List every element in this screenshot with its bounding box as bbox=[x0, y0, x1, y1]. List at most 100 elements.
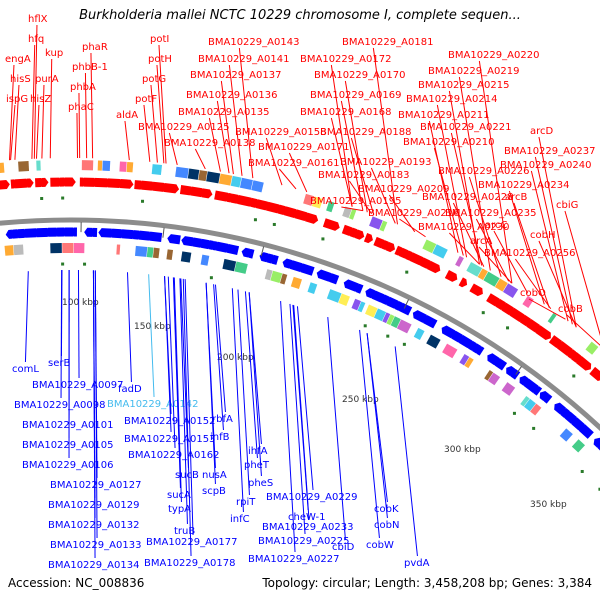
forward-gene-label: BMA10229_A0240 bbox=[500, 160, 591, 171]
reverse-gene-label: cheW-1 bbox=[288, 512, 325, 523]
reverse-gene-label: cbiD bbox=[332, 542, 355, 553]
scale-tick-label: 100 kbp bbox=[62, 298, 99, 308]
forward-gene-label: potG bbox=[142, 74, 166, 85]
cog-feature bbox=[442, 343, 458, 359]
reverse-label-leader bbox=[60, 270, 63, 399]
forward-gene-label: BMA10229_A0168 bbox=[300, 107, 391, 118]
forward-gene-label: BMA10229_A0256 bbox=[484, 248, 575, 259]
forward-label-leader bbox=[475, 218, 510, 282]
forward-label-leader bbox=[35, 104, 40, 159]
reverse-gene bbox=[564, 411, 577, 424]
cog-feature bbox=[413, 327, 425, 341]
reverse-gene-label: BMA10229_A0098 bbox=[14, 400, 105, 411]
cog-feature bbox=[547, 313, 557, 324]
forward-label-leader bbox=[538, 136, 577, 328]
rna-feature bbox=[61, 262, 65, 266]
forward-gene-label: cbiG bbox=[556, 200, 578, 211]
cog-feature bbox=[36, 160, 41, 171]
reverse-gene-label: BMA10229_A0127 bbox=[50, 480, 141, 491]
forward-gene-label: phaC bbox=[68, 102, 94, 113]
forward-label-leader bbox=[493, 230, 529, 294]
forward-gene bbox=[14, 178, 30, 189]
forward-label-leader bbox=[41, 84, 45, 159]
forward-label-leader bbox=[538, 240, 577, 328]
forward-label-leader bbox=[14, 84, 20, 160]
reverse-gene bbox=[214, 241, 229, 253]
forward-gene bbox=[64, 177, 76, 187]
forward-label-leader bbox=[388, 194, 416, 233]
rna-feature bbox=[321, 237, 325, 241]
forward-gene-label: hfq bbox=[28, 34, 44, 45]
rna-feature bbox=[598, 487, 600, 491]
reverse-gene bbox=[269, 254, 279, 265]
reverse-gene-label: BMA10229_A0152 bbox=[124, 416, 215, 427]
reverse-gene bbox=[471, 343, 482, 354]
forward-gene-label: BMA10229_A0226 bbox=[438, 166, 529, 177]
rna-feature bbox=[512, 411, 516, 415]
cog-feature bbox=[530, 403, 542, 416]
scale-tick bbox=[260, 246, 265, 257]
reverse-gene-label: BMA10229_A0162 bbox=[128, 450, 219, 461]
cog-feature bbox=[559, 428, 573, 442]
cog-feature bbox=[382, 312, 391, 324]
rna-feature bbox=[481, 311, 485, 315]
reverse-gene-label: comL bbox=[12, 364, 39, 375]
cog-feature bbox=[50, 243, 62, 254]
rna-feature bbox=[506, 326, 510, 330]
cog-feature bbox=[326, 289, 342, 303]
forward-gene-labels: hflX hfq engA hisS ispG hisZ purA kup phaR phbB-1… bbox=[5, 14, 600, 346]
forward-gene-label: BMA10229_A0181 bbox=[342, 37, 433, 48]
forward-gene bbox=[119, 179, 134, 189]
forward-label-leader bbox=[350, 137, 375, 215]
cog-feature bbox=[152, 247, 160, 259]
scale-tick-label: 250 kbp bbox=[342, 395, 379, 405]
cog-feature bbox=[373, 308, 387, 322]
reverse-gene bbox=[98, 228, 112, 238]
forward-gene bbox=[548, 335, 562, 348]
cog-feature bbox=[422, 239, 437, 254]
reverse-gene-label: infC bbox=[230, 514, 250, 525]
reverse-gene-label: BMA10229_A0178 bbox=[144, 558, 235, 569]
forward-gene bbox=[0, 179, 10, 190]
forward-label-leader bbox=[9, 64, 15, 161]
forward-gene bbox=[509, 307, 525, 322]
reverse-gene-label: BMA10229_A0105 bbox=[22, 440, 113, 451]
reverse-gene bbox=[167, 234, 181, 245]
reverse-gene-label: pvdA bbox=[404, 558, 430, 569]
forward-label-leader bbox=[238, 47, 254, 179]
forward-gene bbox=[201, 188, 213, 199]
reverse-gene bbox=[246, 248, 255, 259]
reverse-gene-label: pheS bbox=[248, 478, 273, 489]
cog-feature bbox=[520, 395, 530, 407]
cog-feature bbox=[18, 161, 30, 172]
forward-gene-label: BMA10229_A0220 bbox=[448, 50, 539, 61]
forward-gene-label: BMA10229_A0158 bbox=[235, 127, 326, 138]
genome-backbone bbox=[0, 217, 600, 432]
reverse-gene bbox=[118, 229, 134, 240]
scale-tick bbox=[403, 299, 410, 309]
forward-label-leader bbox=[265, 137, 283, 186]
forward-gene-label: hisZ bbox=[30, 94, 51, 105]
cog-feature bbox=[357, 301, 366, 313]
forward-label-leader bbox=[158, 44, 167, 164]
cog-feature bbox=[234, 261, 248, 274]
forward-gene-label: BMA10229_A0210 bbox=[403, 137, 494, 148]
reverse-gene bbox=[190, 237, 202, 248]
reverse-gene bbox=[54, 227, 65, 237]
rna-feature bbox=[386, 334, 390, 338]
forward-label-leader bbox=[348, 180, 372, 215]
cog-feature bbox=[290, 276, 302, 289]
forward-gene bbox=[589, 366, 600, 381]
forward-label-leader bbox=[372, 47, 398, 225]
forward-gene-label: phbB-1 bbox=[72, 62, 108, 73]
rna-feature bbox=[405, 270, 409, 274]
reverse-gene-label: BMA10229_A0132 bbox=[48, 520, 139, 531]
reverse-label-leader bbox=[94, 270, 98, 539]
forward-label-leader bbox=[468, 176, 502, 277]
reverse-gene-label: scpB bbox=[202, 486, 226, 497]
cog-feature bbox=[303, 193, 315, 206]
reverse-gene-label: ihfA bbox=[248, 446, 268, 457]
reverse-gene-label: truB bbox=[174, 526, 195, 537]
rna-feature bbox=[61, 196, 65, 200]
reverse-label-leader bbox=[293, 305, 310, 521]
